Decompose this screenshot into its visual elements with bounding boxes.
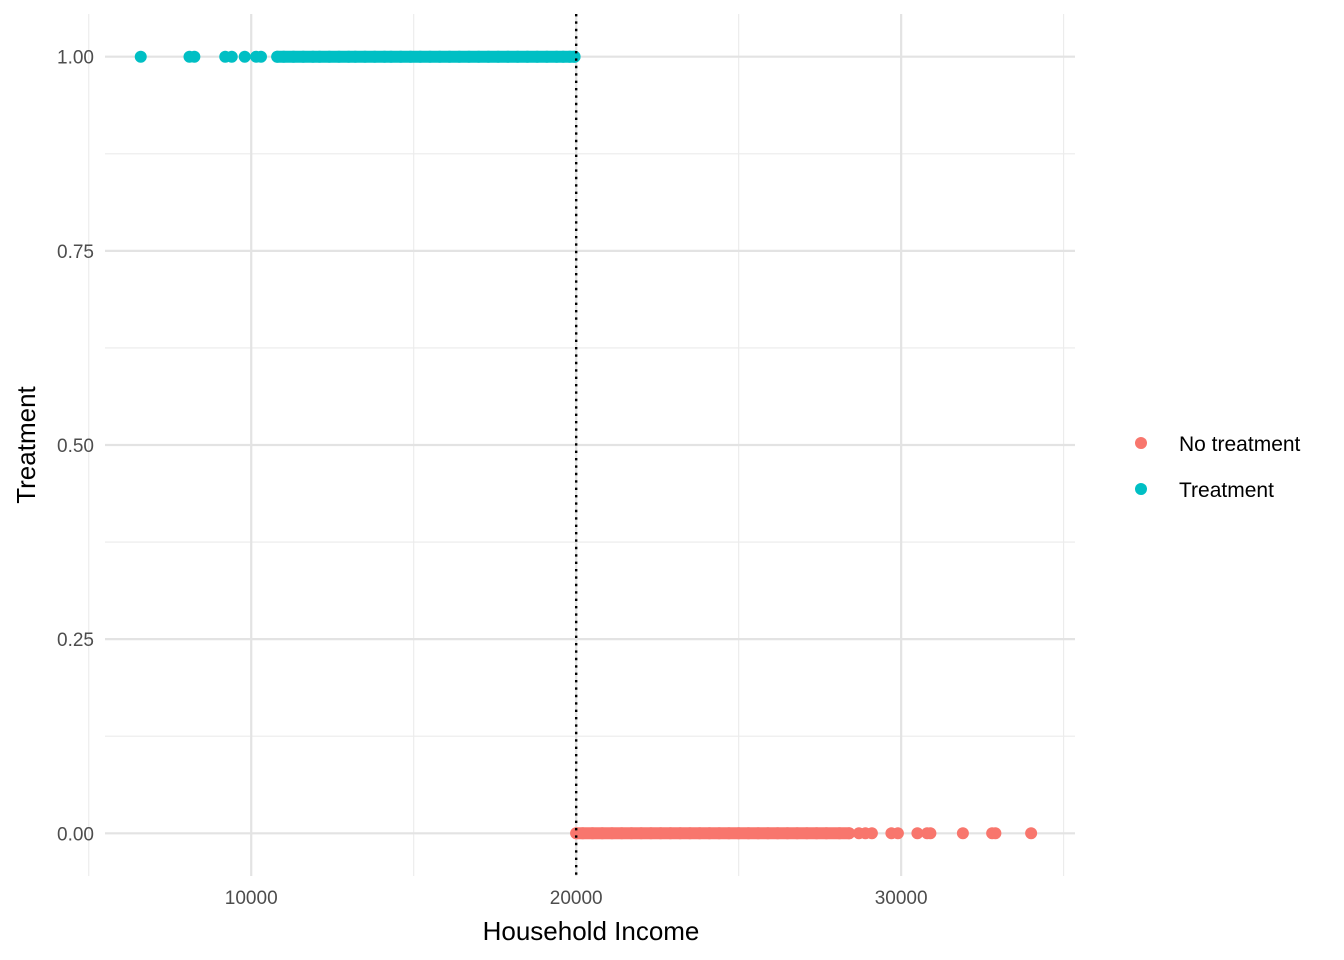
legend: No treatment Treatment	[1135, 433, 1301, 502]
y-axis-title: Treatment	[11, 385, 41, 503]
y-axis-ticks: 0.00 0.25 0.50 0.75 1.00	[57, 48, 94, 846]
y-tick-label: 0.25	[57, 630, 94, 651]
no-treatment-point	[865, 827, 878, 840]
y-tick-label: 1.00	[57, 48, 94, 69]
y-tick-label: 0.00	[57, 824, 94, 845]
minor-gridlines	[88, 14, 1075, 876]
treatment-point	[134, 50, 147, 63]
x-axis-ticks: 10000 20000 30000	[225, 888, 928, 909]
legend-key-treatment	[1135, 483, 1147, 495]
x-tick-label: 30000	[875, 888, 928, 909]
x-tick-label: 10000	[225, 888, 278, 909]
treatment-point	[238, 50, 251, 63]
no-treatment-point	[1025, 827, 1038, 840]
legend-label-treatment: Treatment	[1179, 479, 1274, 502]
y-tick-label: 0.50	[57, 436, 94, 457]
no-treatment-point	[924, 827, 937, 840]
treatment-point	[254, 50, 267, 63]
treatment-series	[134, 50, 581, 63]
legend-label-no-treatment: No treatment	[1179, 433, 1301, 456]
no-treatment-series	[570, 827, 1038, 840]
no-treatment-point	[911, 827, 924, 840]
no-treatment-point	[956, 827, 969, 840]
no-treatment-point	[989, 827, 1002, 840]
treatment-point	[225, 50, 238, 63]
no-treatment-point	[891, 827, 904, 840]
y-tick-label: 0.75	[57, 242, 94, 263]
x-axis-title: Household Income	[483, 916, 700, 946]
major-gridlines	[105, 14, 1075, 876]
treatment-point	[188, 50, 201, 63]
x-tick-label: 20000	[550, 888, 603, 909]
legend-key-no-treatment	[1135, 437, 1147, 449]
